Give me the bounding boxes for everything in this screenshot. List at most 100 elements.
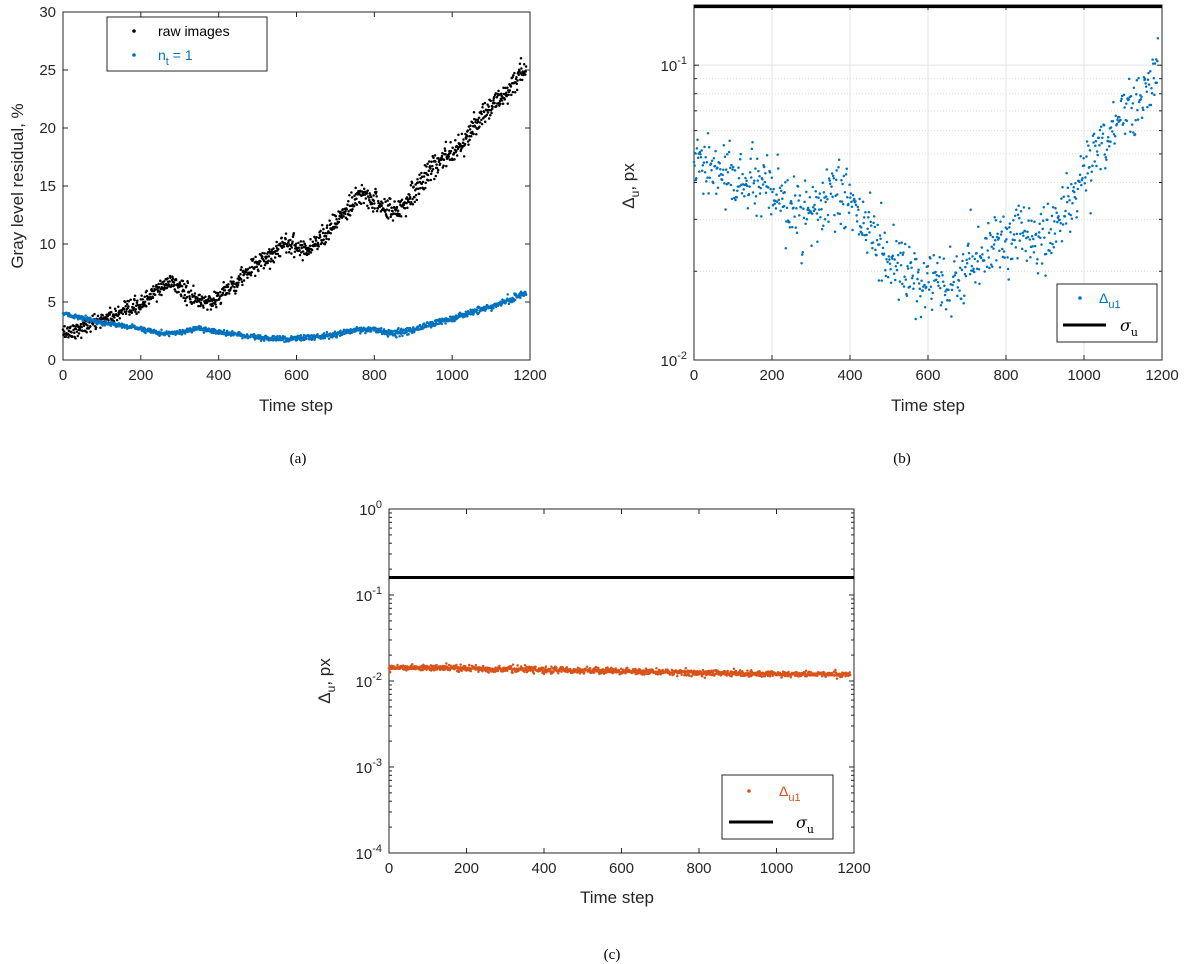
data-point-raw-images: [261, 251, 264, 255]
data-point-raw-images: [242, 279, 246, 282]
data-point--u1: [800, 253, 804, 256]
data-point--u1: [705, 673, 708, 677]
data-point--u1: [936, 261, 939, 265]
data-point--u1: [881, 246, 885, 250]
data-point--u1: [999, 233, 1003, 236]
data-point-raw-images: [235, 281, 238, 285]
data-point--u1: [1053, 220, 1056, 223]
data-point-raw-images: [327, 237, 331, 241]
data-point--u1: [827, 177, 831, 180]
data-point-raw-images: [390, 206, 393, 209]
data-point-raw-images: [515, 88, 519, 92]
data-point--u1: [1103, 153, 1106, 156]
data-point--u1: [1046, 202, 1050, 206]
data-point--u1: [744, 182, 748, 186]
data-point--u1: [754, 167, 757, 170]
data-point-raw-images: [159, 279, 162, 283]
y-tick-label: 25: [39, 62, 56, 79]
data-point-raw-images: [134, 308, 138, 311]
data-point--u1: [726, 171, 730, 174]
data-point-raw-images: [420, 182, 424, 186]
data-point-raw-images: [180, 294, 183, 298]
data-point--u1: [778, 202, 781, 205]
data-point--u1: [723, 155, 727, 159]
data-point-raw-images: [442, 164, 445, 168]
data-point--u1: [624, 671, 628, 674]
data-point--u1: [807, 211, 810, 215]
data-point--u1: [865, 251, 869, 254]
data-point--u1: [957, 279, 961, 282]
data-point--u1: [735, 195, 738, 199]
data-point--u1: [737, 166, 740, 169]
data-point--u1: [895, 239, 898, 243]
data-point-raw-images: [369, 195, 373, 199]
data-point--u1: [1098, 128, 1102, 132]
data-point-raw-images: [173, 283, 176, 287]
data-point-raw-images: [262, 259, 266, 263]
data-point-raw-images: [469, 135, 473, 138]
data-point--u1: [953, 260, 956, 263]
data-point--u1: [1122, 93, 1126, 97]
data-point-raw-images: [519, 57, 523, 60]
data-point--u1: [848, 671, 851, 674]
data-point-raw-images: [472, 132, 475, 136]
data-point--u1: [643, 673, 646, 676]
data-point-raw-images: [481, 102, 485, 106]
data-point--u1: [748, 185, 751, 188]
data-point-n-t-1: [466, 315, 469, 318]
data-point--u1: [1049, 241, 1052, 245]
data-point-raw-images: [351, 208, 354, 211]
data-point--u1: [868, 231, 871, 234]
data-point--u1: [822, 191, 826, 194]
data-point--u1: [902, 251, 905, 254]
data-point-raw-images: [208, 296, 212, 299]
data-point-raw-images: [215, 305, 218, 309]
data-point--u1: [883, 231, 886, 234]
data-point-raw-images: [301, 250, 305, 253]
data-point--u1: [784, 180, 787, 184]
data-point-raw-images: [290, 246, 294, 249]
data-point--u1: [1016, 256, 1019, 260]
data-point--u1: [707, 192, 710, 195]
data-point-raw-images: [154, 288, 157, 291]
data-point--u1: [992, 243, 996, 246]
data-point-raw-images: [449, 149, 453, 153]
data-point-raw-images: [409, 184, 413, 187]
data-point-raw-images: [461, 141, 465, 145]
data-point-raw-images: [506, 102, 510, 105]
data-point-n-t-1: [492, 307, 495, 310]
data-point-raw-images: [248, 266, 252, 269]
data-point--u1: [870, 224, 873, 227]
data-point-raw-images: [113, 307, 117, 311]
data-point-raw-images: [343, 212, 347, 216]
data-point--u1: [805, 190, 808, 194]
data-point--u1: [810, 244, 813, 247]
data-point--u1: [745, 184, 749, 188]
data-point--u1: [719, 671, 722, 674]
data-point--u1: [1002, 250, 1006, 253]
data-point-n-t-1: [76, 318, 80, 321]
y-tick-label: 10: [39, 236, 56, 253]
data-point-raw-images: [169, 276, 172, 279]
data-point-n-t-1: [305, 337, 308, 341]
data-point-raw-images: [259, 260, 262, 263]
data-point-raw-images: [289, 238, 292, 242]
data-point--u1: [851, 228, 854, 232]
data-point-raw-images: [124, 300, 127, 304]
data-point--u1: [1105, 158, 1108, 162]
data-point-raw-images: [275, 240, 278, 244]
data-point--u1: [1036, 257, 1039, 261]
data-point-raw-images: [428, 164, 432, 168]
data-point-raw-images: [130, 311, 134, 314]
data-point-raw-images: [80, 336, 83, 339]
data-point--u1: [1130, 123, 1134, 126]
data-point-raw-images: [451, 146, 454, 150]
data-point--u1: [917, 282, 921, 285]
data-point--u1: [992, 247, 995, 250]
data-point-n-t-1: [398, 334, 401, 338]
data-point-raw-images: [462, 138, 465, 141]
data-point--u1: [1033, 244, 1037, 248]
data-point-raw-images: [355, 197, 358, 201]
data-point--u1: [719, 167, 722, 171]
data-point-raw-images: [415, 198, 419, 202]
